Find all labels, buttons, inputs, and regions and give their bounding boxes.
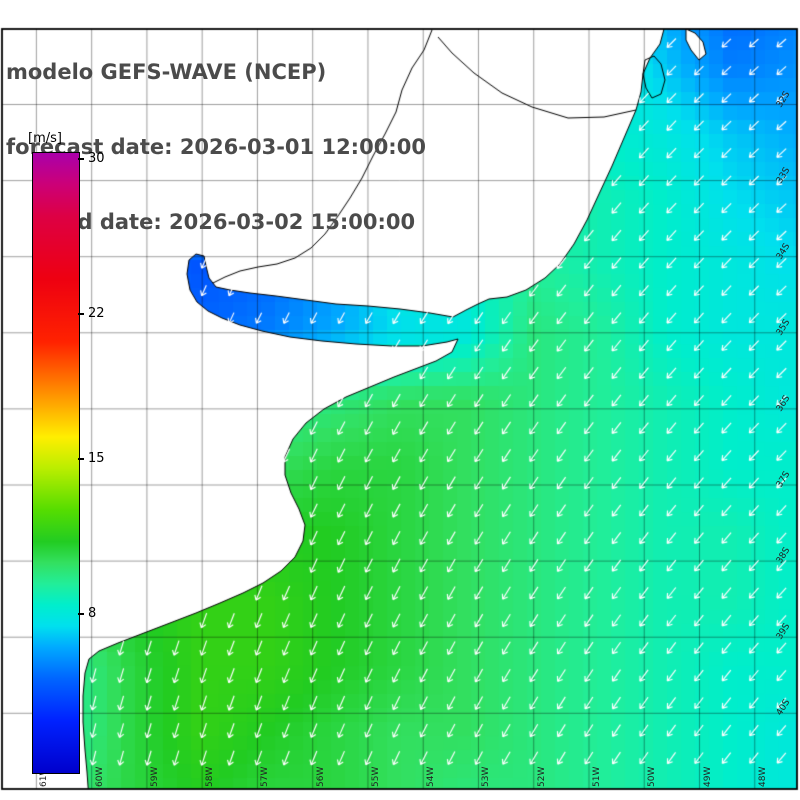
- colorbar-tick-label: 30: [88, 151, 105, 167]
- lon-label: 56W: [315, 766, 326, 787]
- colorbar-gradient: [32, 152, 80, 774]
- colorbar-tick-mark: [78, 313, 84, 316]
- colorbar-tick-label: 22: [88, 306, 105, 322]
- lon-label: 52W: [536, 766, 547, 787]
- colorbar-tick-label: 15: [88, 451, 105, 467]
- colorbar-tick-label: 8: [88, 606, 97, 622]
- colorbar-tick-mark: [78, 158, 84, 161]
- colorbar: 30 22 15 8: [32, 151, 132, 774]
- lon-label: 57W: [260, 766, 271, 787]
- colorbar-tick-mark: [78, 613, 84, 616]
- lon-label: 54W: [426, 766, 437, 787]
- lon-label: 49W: [702, 766, 713, 787]
- lon-label: 51W: [592, 766, 602, 787]
- colorbar-tick-mark: [78, 458, 84, 461]
- model-title: modelo GEFS-WAVE (NCEP): [6, 60, 327, 84]
- lon-label: 58W: [205, 766, 216, 787]
- lon-label: 48W: [757, 766, 768, 787]
- lon-label: 55W: [370, 766, 381, 787]
- lon-label: 53W: [481, 766, 492, 787]
- lon-label: 59W: [149, 766, 160, 787]
- lon-label: 50W: [647, 766, 658, 787]
- colorbar-unit-label: [m/s]: [28, 131, 62, 146]
